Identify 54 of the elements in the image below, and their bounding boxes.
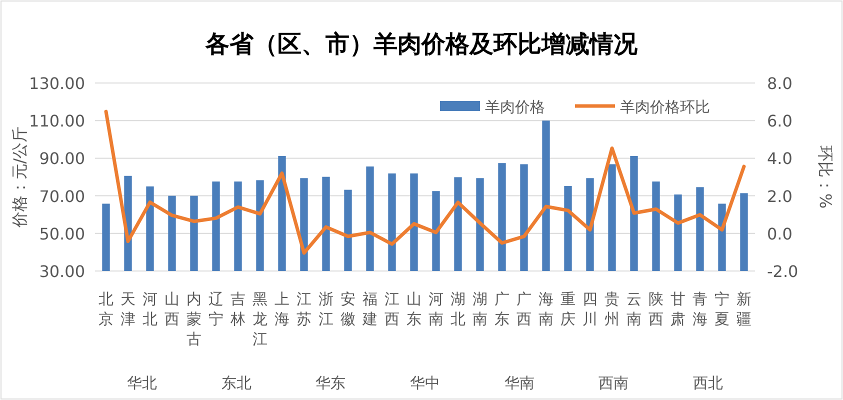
x-tick-label: 广东 [494, 290, 510, 328]
text: 华南 [504, 374, 534, 392]
text: 西北 [692, 374, 723, 392]
x-tick-label: 甘肃 [670, 290, 686, 328]
x-tick-label: 湖北 [450, 290, 466, 328]
y-tick-label: 90.00 [39, 149, 85, 168]
y2-tick-label: 4.0 [767, 149, 792, 168]
text: 西南 [598, 374, 629, 392]
y-tick-label: 130.00 [29, 74, 85, 93]
x-tick-label: 浙江 [318, 290, 334, 328]
y2-tick-label: -2.0 [767, 262, 798, 281]
y2-tick-label: 0.0 [767, 224, 792, 244]
y2-tick-label: 8.0 [767, 74, 792, 93]
x-tick-label: 黑龙江 [252, 290, 268, 348]
x-tick-label: 安徽 [340, 290, 356, 328]
x-tick-label: 北京 [98, 290, 114, 328]
x-tick-label: 青海 [692, 290, 708, 328]
x-tick-label: 四川 [582, 290, 598, 328]
y-tick-label: 30.00 [39, 262, 85, 281]
legend-label: 羊肉价格环比 [620, 98, 710, 116]
x-tick-label: 山东 [406, 290, 422, 328]
x-tick-label: 江西 [384, 290, 400, 328]
x-tick-label: 贵州 [604, 290, 620, 328]
x-tick-label: 福建 [362, 290, 378, 328]
x-tick-label: 上海 [274, 290, 290, 328]
x-tick-label: 河北 [142, 290, 158, 328]
x-tick-label: 天津 [120, 290, 136, 328]
x-tick-label: 重庆 [560, 290, 576, 328]
y-tick-label: 70.00 [39, 186, 85, 206]
x-tick-label: 广西 [516, 290, 532, 328]
x-tick-label: 新疆 [736, 290, 752, 328]
x-tick-label: 河南 [428, 290, 444, 328]
x-tick-label: 湖南 [472, 290, 488, 328]
text: 东北 [221, 374, 252, 392]
x-tick-label: 内蒙古 [186, 290, 202, 348]
x-tick-label: 海南 [538, 290, 554, 328]
y2-tick-label: 6.0 [767, 112, 792, 131]
y-axis-title: 价格：元/公斤 [10, 126, 29, 229]
y2-tick-label: 2.0 [767, 186, 792, 206]
x-tick-label: 宁夏 [714, 290, 730, 328]
x-tick-label: 山西 [164, 290, 180, 328]
legend-label: 羊肉价格 [485, 98, 545, 116]
x-tick-label: 江苏 [296, 290, 312, 328]
y2-axis-title: 环比：% [816, 145, 835, 209]
x-tick-label: 云南 [626, 290, 642, 328]
chart-title: 各省（区、市）羊肉价格及环比增减情况 [204, 30, 638, 58]
x-tick-label: 辽宁 [208, 290, 224, 328]
y-tick-label: 110.00 [29, 112, 85, 131]
x-tick-label: 吉林 [230, 290, 246, 328]
y-tick-label: 50.00 [39, 224, 85, 244]
text: 华北 [127, 374, 158, 392]
text: 华东 [316, 374, 346, 392]
text: 华中 [410, 374, 440, 392]
x-tick-label: 陕西 [648, 290, 664, 328]
